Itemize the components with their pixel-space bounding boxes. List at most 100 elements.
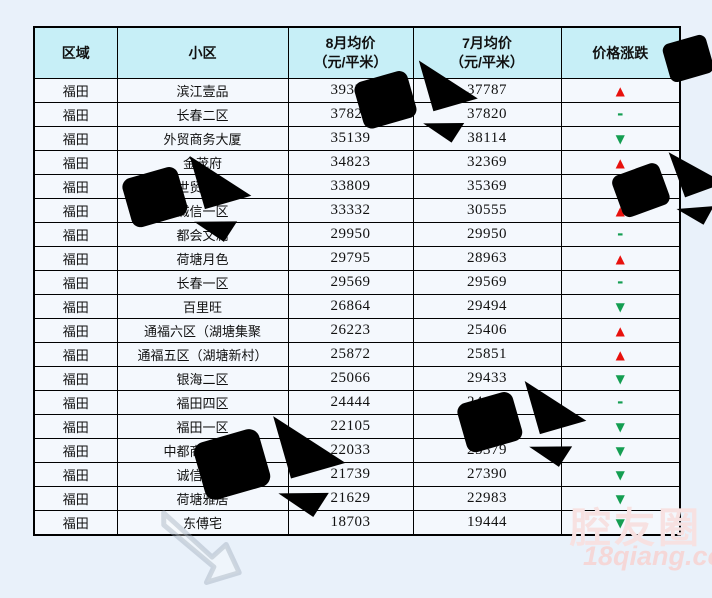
region-cell: 福田 — [33, 222, 118, 247]
trend-cell: ▼ — [560, 294, 681, 319]
jul-price-cell: 28963 — [412, 246, 562, 271]
region-cell: 福田 — [33, 366, 118, 391]
aug-price-cell: 18703 — [287, 510, 414, 536]
table-row: 福田 金茂府 34823 32369 ▲ — [33, 150, 681, 175]
table-row: 福田 长春二区 37820 37820 - — [33, 102, 681, 127]
aug-price-cell: 22105 — [287, 414, 414, 439]
header-jul-price: 7月均价 （元/平米） — [412, 26, 562, 79]
table-row: 福田 荷塘月色 29795 28963 ▲ — [33, 246, 681, 271]
community-cell: 长春一区 — [116, 270, 289, 295]
aug-price-cell: 29950 — [287, 222, 414, 247]
region-cell: 福田 — [33, 486, 118, 511]
table-row: 福田 诚信一区 33332 30555 ▲ — [33, 198, 681, 223]
jul-price-cell: 25406 — [412, 318, 562, 343]
community-cell: 百里旺 — [116, 294, 289, 319]
table-row: 福田 福田四区 24444 24444 - — [33, 390, 681, 415]
trend-icon: ▼ — [615, 371, 625, 386]
jul-price-cell: 30555 — [412, 198, 562, 223]
trend-icon: ▲ — [615, 203, 625, 218]
header-row: 区域 小区 8月均价 （元/平米） 7月均价 （元/平米） 价格涨跌 — [33, 26, 681, 79]
region-cell: 福田 — [33, 294, 118, 319]
table-row: 福田 世贸中心 33809 35369 ▼ — [33, 174, 681, 199]
community-cell: 外贸商务大厦 — [116, 126, 289, 151]
trend-cell: ▼ — [560, 510, 681, 536]
jul-price-cell: 29950 — [412, 222, 562, 247]
trend-icon: - — [617, 392, 624, 411]
header-region: 区域 — [33, 26, 118, 79]
trend-icon: ▲ — [615, 323, 625, 338]
region-cell: 福田 — [33, 150, 118, 175]
region-cell: 福田 — [33, 198, 118, 223]
jul-price-cell: 37820 — [412, 102, 562, 127]
aug-price-cell: 33332 — [287, 198, 414, 223]
table-row: 福田 外贸商务大厦 35139 38114 ▼ — [33, 126, 681, 151]
trend-cell: ▼ — [560, 462, 681, 487]
region-cell: 福田 — [33, 510, 118, 536]
community-cell: 通福六区（湖塘集聚 — [116, 318, 289, 343]
price-table-grid: 区域 小区 8月均价 （元/平米） 7月均价 （元/平米） 价格涨跌 福田 滨江… — [33, 26, 681, 536]
aug-price-cell: 35139 — [287, 126, 414, 151]
jul-price-cell: 38114 — [412, 126, 562, 151]
jul-price-cell: 29569 — [412, 270, 562, 295]
trend-cell: - — [560, 270, 681, 295]
trend-icon: ▼ — [615, 299, 625, 314]
region-cell: 福田 — [33, 390, 118, 415]
price-table: 区域 小区 8月均价 （元/平米） 7月均价 （元/平米） 价格涨跌 福田 滨江… — [33, 26, 681, 536]
community-cell: 福田四区 — [116, 390, 289, 415]
region-cell: 福田 — [33, 270, 118, 295]
trend-icon: ▼ — [615, 467, 625, 482]
watermark-site-text: 18qiang.com — [583, 541, 712, 571]
table-row: 福田 都会文澜 29950 29950 - — [33, 222, 681, 247]
community-cell: 诚信二区 — [116, 462, 289, 487]
aug-price-cell: 33809 — [287, 174, 414, 199]
community-cell: 滨江壹品 — [116, 78, 289, 103]
aug-price-cell: 29795 — [287, 246, 414, 271]
jul-price-cell: 25851 — [412, 342, 562, 367]
header-aug-price: 8月均价 （元/平米） — [287, 26, 414, 79]
trend-cell: ▲ — [560, 342, 681, 367]
community-cell: 通福五区（湖塘新村） — [116, 342, 289, 367]
trend-icon: - — [617, 224, 624, 243]
jul-price-cell: 35369 — [412, 174, 562, 199]
trend-cell: ▲ — [560, 246, 681, 271]
header-trend: 价格涨跌 — [560, 26, 681, 79]
aug-price-cell: 26223 — [287, 318, 414, 343]
table-row: 福田 百里旺 26864 29494 ▼ — [33, 294, 681, 319]
jul-price-cell: 22500 — [412, 414, 562, 439]
community-cell: 中都商城星座 — [116, 438, 289, 463]
aug-price-cell: 29569 — [287, 270, 414, 295]
table-row: 福田 荷塘雅居 21629 22983 ▼ — [33, 486, 681, 511]
region-cell: 福田 — [33, 102, 118, 127]
aug-price-cell: 26864 — [287, 294, 414, 319]
trend-icon: ▼ — [615, 491, 625, 506]
community-cell: 福田一区 — [116, 414, 289, 439]
trend-icon: ▲ — [615, 347, 625, 362]
trend-icon: ▼ — [615, 419, 625, 434]
trend-icon: ▲ — [615, 83, 625, 98]
table-body: 福田 滨江壹品 39352 37787 ▲ 福田 长春二区 37820 3782… — [33, 78, 681, 536]
community-cell: 金茂府 — [116, 150, 289, 175]
trend-cell: ▼ — [560, 438, 681, 463]
community-cell: 荷塘月色 — [116, 246, 289, 271]
region-cell: 福田 — [33, 414, 118, 439]
aug-price-cell: 22033 — [287, 438, 414, 463]
trend-cell: ▼ — [560, 174, 681, 199]
trend-icon: - — [617, 104, 624, 123]
jul-price-cell: 37787 — [412, 78, 562, 103]
aug-price-cell: 21739 — [287, 462, 414, 487]
region-cell: 福田 — [33, 438, 118, 463]
community-cell: 诚信一区 — [116, 198, 289, 223]
aug-price-cell: 25872 — [287, 342, 414, 367]
trend-cell: ▲ — [560, 150, 681, 175]
aug-price-cell: 21629 — [287, 486, 414, 511]
trend-cell: ▼ — [560, 366, 681, 391]
region-cell: 福田 — [33, 342, 118, 367]
aug-price-cell: 25066 — [287, 366, 414, 391]
region-cell: 福田 — [33, 78, 118, 103]
trend-icon: ▼ — [615, 131, 625, 146]
header-jul-line2: （元/平米） — [450, 54, 524, 70]
trend-cell: ▲ — [560, 78, 681, 103]
jul-price-cell: 22983 — [412, 486, 562, 511]
aug-price-cell: 24444 — [287, 390, 414, 415]
header-aug-line1: 8月均价 — [325, 35, 376, 52]
